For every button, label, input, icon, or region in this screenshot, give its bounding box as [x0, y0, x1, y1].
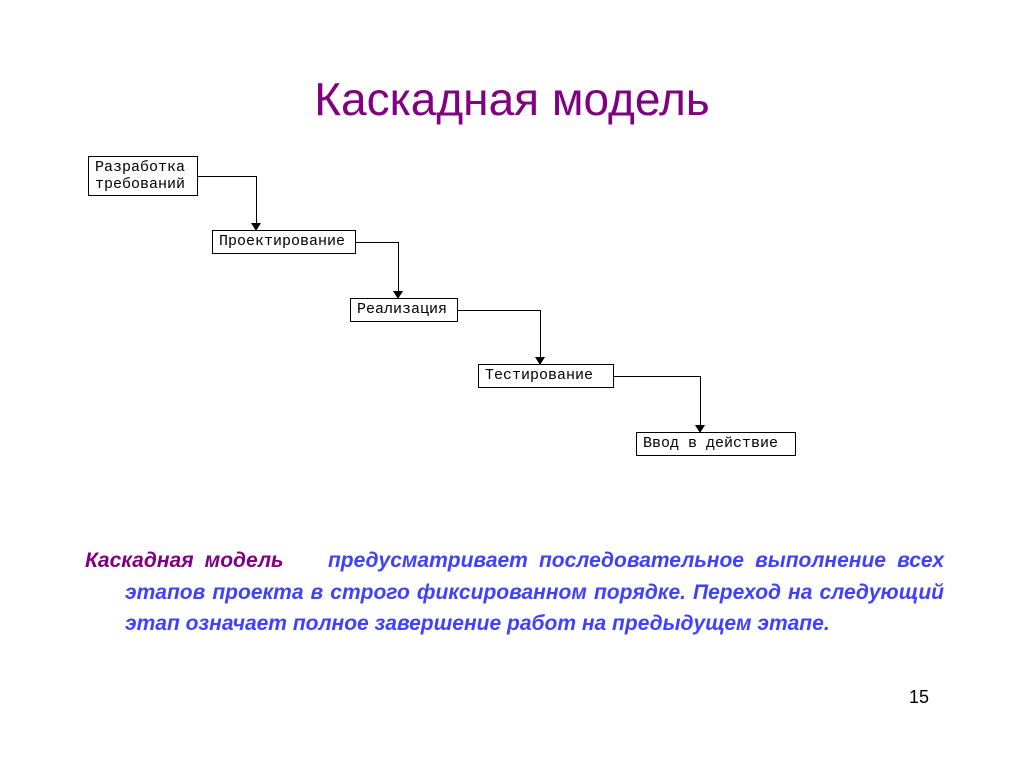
arrow-segment — [458, 310, 540, 311]
arrow-head-icon — [535, 357, 545, 365]
arrow-segment — [614, 376, 700, 377]
page-number: 15 — [909, 687, 929, 708]
flow-node: Реализация — [350, 298, 458, 322]
flow-node: Тестирование — [478, 364, 614, 388]
arrow-head-icon — [393, 291, 403, 299]
arrow-segment — [700, 376, 701, 426]
waterfall-diagram: Разработка требований Проектирование Реали… — [0, 150, 1024, 480]
slide-title: Каскадная модель — [0, 72, 1024, 126]
arrow-segment — [356, 242, 398, 243]
flow-node: Разработка требований — [88, 156, 198, 196]
flow-node: Проектирование — [212, 230, 356, 254]
arrow-head-icon — [251, 223, 261, 231]
arrow-segment — [540, 310, 541, 358]
description-paragraph: Каскадная модель предусматривает последо… — [85, 545, 944, 640]
description-lead: Каскадная модель — [85, 549, 283, 572]
flow-node: Ввод в действие — [636, 432, 796, 456]
arrow-segment — [198, 176, 256, 177]
arrow-head-icon — [695, 425, 705, 433]
arrow-segment — [398, 242, 399, 292]
arrow-segment — [256, 176, 257, 224]
